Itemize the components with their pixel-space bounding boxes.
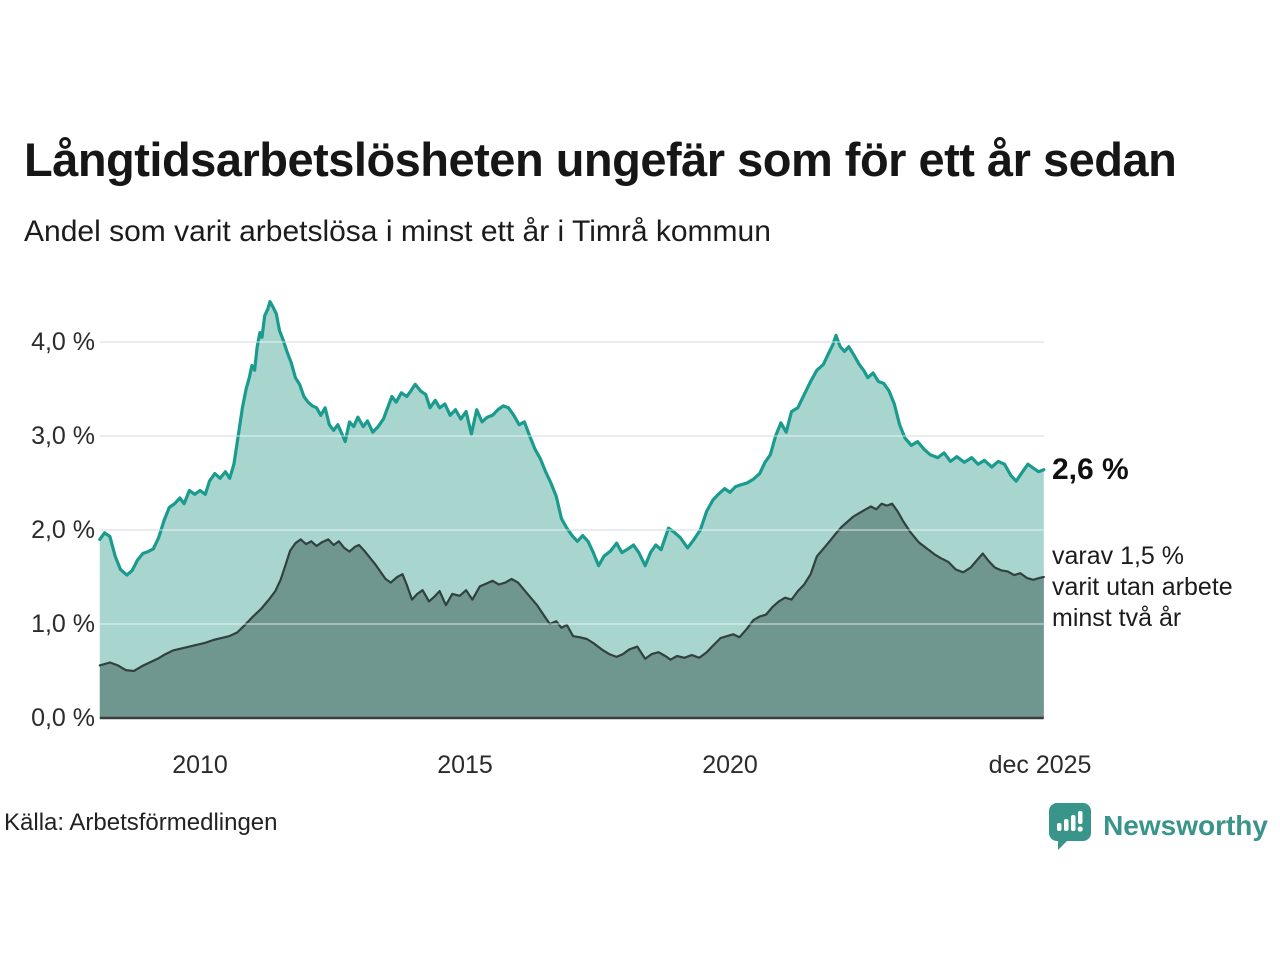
newsworthy-logo: Newsworthy: [1047, 800, 1268, 852]
y-axis-tick-label: 4,0 %: [31, 328, 95, 356]
chart-title: Långtidsarbetslösheten ungefär som för e…: [24, 133, 1177, 186]
y-axis-tick-label: 3,0 %: [31, 422, 95, 450]
x-axis-tick-label: 2010: [172, 751, 228, 779]
end-note-line: varav 1,5 %: [1052, 542, 1185, 570]
y-axis-tick-label: 1,0 %: [31, 610, 95, 638]
series-end-value-label: 2,6 %: [1052, 453, 1129, 486]
newsworthy-logo-icon: [1049, 803, 1092, 850]
series-end-note: varav 1,5 % varit utan arbete minst två …: [1052, 541, 1233, 634]
x-axis-tick-label: 2020: [702, 751, 758, 779]
x-axis-tick-label: dec 2025: [988, 751, 1092, 779]
y-axis-tick-label: 2,0 %: [31, 516, 95, 544]
newsworthy-logo-text: Newsworthy: [1103, 810, 1268, 841]
x-axis-tick-label: 2015: [437, 751, 493, 779]
end-note-line: minst två år: [1052, 604, 1182, 632]
source-caption: Källa: Arbetsförmedlingen: [4, 809, 278, 836]
y-axis-tick-label: 0,0 %: [31, 704, 95, 732]
chart-subtitle: Andel som varit arbetslösa i minst ett å…: [24, 215, 771, 248]
end-note-line: varit utan arbete: [1052, 573, 1233, 601]
